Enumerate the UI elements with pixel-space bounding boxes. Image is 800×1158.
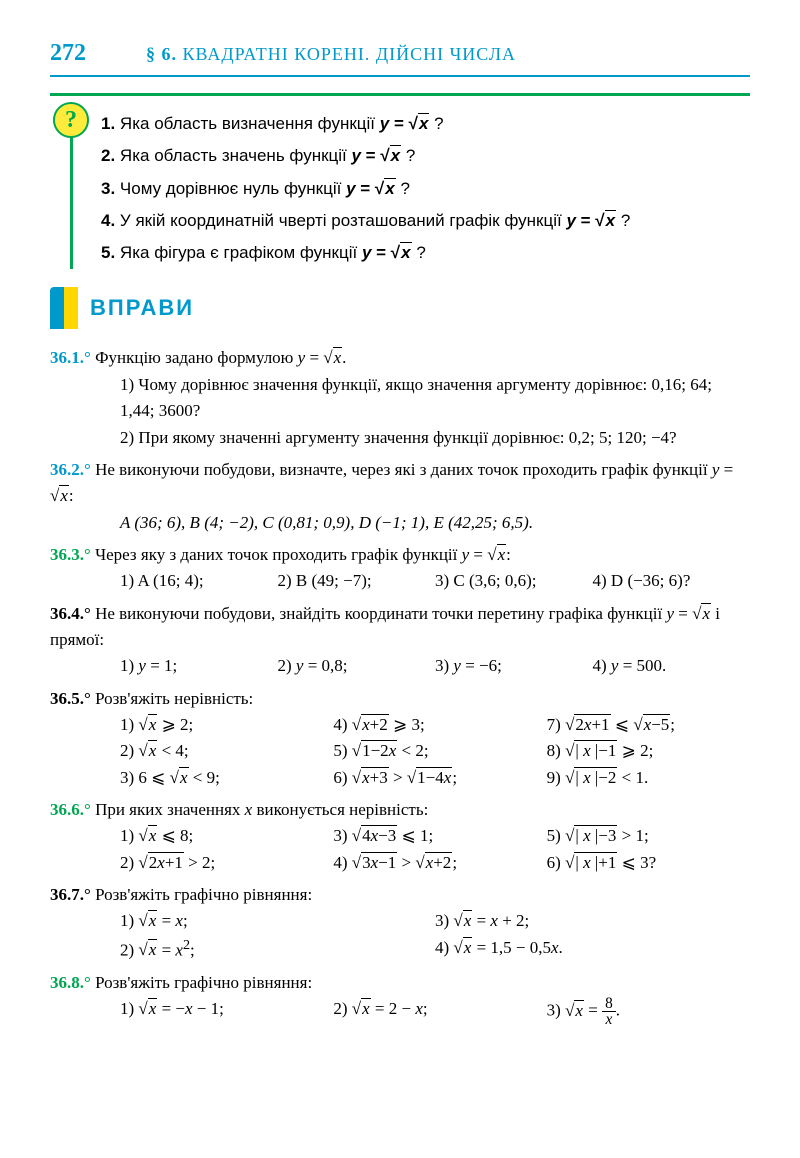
exercise: 36.5.° Розв'яжіть нерівність: 1) x ⩾ 2; … [50, 686, 750, 791]
page-header: 272 § 6. КВАДРАТНІ КОРЕНІ. ДІЙСНІ ЧИСЛА [50, 40, 750, 67]
exercise: 36.1.° Функцію задано формулою y = x. 1)… [50, 345, 750, 450]
question-item: 2. Яка область значень функції y = x ? [101, 140, 750, 172]
exercise: 36.4.° Не виконуючи побудови, знайдіть к… [50, 601, 750, 680]
exercise-number: 36.8.° [50, 973, 91, 992]
exercise: 36.6.° При яких значеннях x виконується … [50, 797, 750, 876]
question-item: 1. Яка область визначення функції y = x … [101, 108, 750, 140]
exercises-list: 36.1.° Функцію задано формулою y = x. 1)… [50, 345, 750, 1027]
sub-row: 3) 6 ⩽ x < 9; 6) x+3 > 1−4x; 9) | x |−2 … [50, 765, 750, 791]
sub-row: 1) y = 1; 2) y = 0,8; 3) y = −6; 4) y = … [50, 653, 750, 679]
sub-item: 1) Чому дорівнює значення функції, якщо … [50, 372, 750, 425]
sub-row: 1) x ⩾ 2; 4) x+2 ⩾ 3; 7) 2x+1 ⩽ x−5; [50, 712, 750, 738]
exercise-number: 36.7.° [50, 885, 91, 904]
exercise: 36.3.° Через яку з даних точок проходить… [50, 542, 750, 595]
sub-row: 1) x ⩽ 8; 3) 4x−3 ⩽ 1; 5) | x |−3 > 1; [50, 823, 750, 849]
exercise-number: 36.6.° [50, 800, 91, 819]
question-mark-icon: ? [53, 102, 89, 138]
exercises-title: ВПРАВИ [90, 295, 194, 321]
question-item: 4. У якій координатній чверті розташован… [101, 205, 750, 237]
sub-item: 2) При якому значенні аргументу значення… [50, 425, 750, 451]
page-number: 272 [50, 40, 86, 67]
sub-row: 1) x = x; 3) x = x + 2; [50, 908, 750, 934]
sub-row: 2) x < 4; 5) 1−2x < 2; 8) | x |−1 ⩾ 2; [50, 738, 750, 764]
exercise: 36.2.° Не виконуючи побудови, визначте, … [50, 457, 750, 536]
exercise-number: 36.1.° [50, 348, 91, 367]
question-item: 5. Яка фігура є графіком функції y = x ? [101, 237, 750, 269]
divider [50, 75, 750, 77]
question-item: 3. Чому дорівнює нуль функції y = x ? [101, 173, 750, 205]
sub-row: 2) 2x+1 > 2; 4) 3x−1 > x+2; 6) | x |+1 ⩽… [50, 850, 750, 876]
question-box: ? 1. Яка область визначення функції y = … [70, 108, 750, 269]
sub-row: 1) A (16; 4);2) B (49; −7);3) C (3,6; 0,… [50, 568, 750, 594]
exercise-number: 36.4.° [50, 604, 91, 623]
exercise-number: 36.5.° [50, 689, 91, 708]
exercises-header: ВПРАВИ [50, 287, 750, 329]
exercise: 36.7.° Розв'яжіть графічно рівняння: 1) … [50, 882, 750, 964]
chapter-title: § 6. КВАДРАТНІ КОРЕНІ. ДІЙСНІ ЧИСЛА [146, 44, 516, 65]
flag-icon [50, 287, 78, 329]
exercise-number: 36.2.° [50, 460, 91, 479]
exercise: 36.8.° Розв'яжіть графічно рівняння: 1) … [50, 970, 750, 1028]
divider-green [50, 93, 750, 96]
sub-row: 1) x = −x − 1; 2) x = 2 − x; 3) x = 8x. [50, 996, 750, 1028]
sub-item: A (36; 6), B (4; −2), C (0,81; 0,9), D (… [50, 510, 750, 536]
sub-row: 2) x = x2; 4) x = 1,5 − 0,5x. [50, 935, 750, 964]
exercise-number: 36.3.° [50, 545, 91, 564]
